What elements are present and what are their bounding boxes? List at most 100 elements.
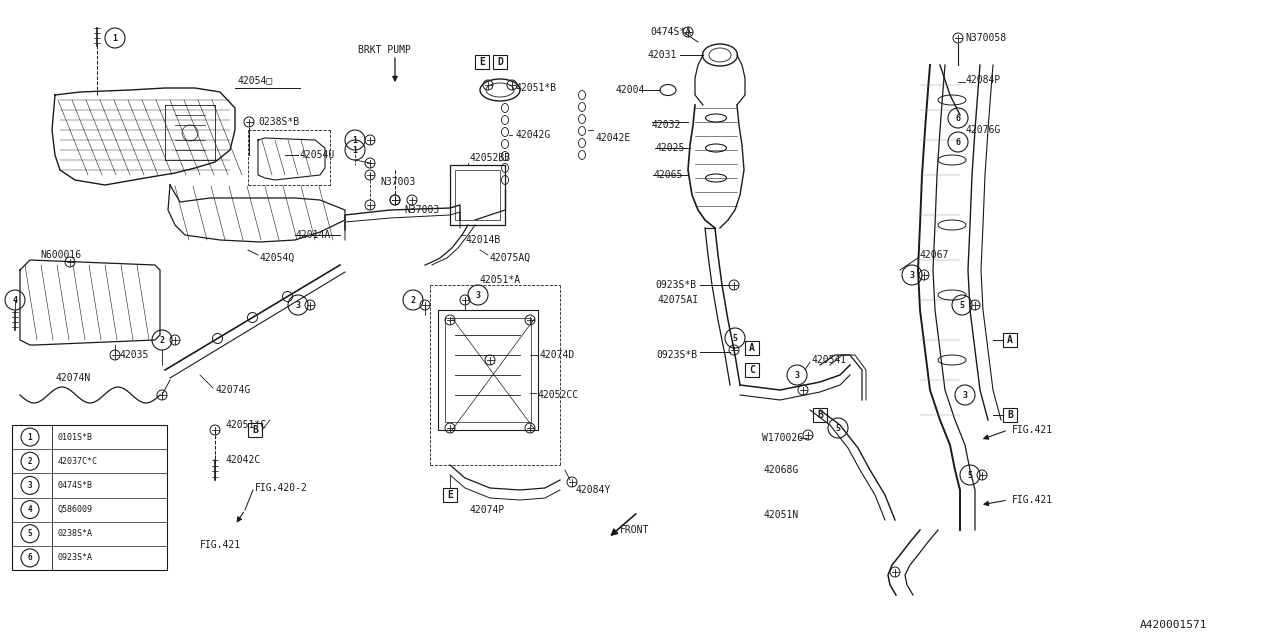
- Text: BRKT PUMP: BRKT PUMP: [358, 45, 411, 55]
- Text: 42075AI: 42075AI: [657, 295, 698, 305]
- Text: 42074N: 42074N: [55, 373, 91, 383]
- Text: 5: 5: [28, 529, 32, 538]
- Text: 5: 5: [960, 301, 965, 310]
- Text: 42054Q: 42054Q: [260, 253, 296, 263]
- Text: 42052BB: 42052BB: [470, 153, 511, 163]
- Text: C: C: [749, 365, 755, 375]
- Text: 2: 2: [411, 296, 416, 305]
- Text: 42052CC: 42052CC: [538, 390, 579, 400]
- Text: 5: 5: [732, 333, 737, 342]
- Text: 0923S*B: 0923S*B: [655, 280, 696, 290]
- Text: 42042E: 42042E: [595, 133, 630, 143]
- Text: FRONT: FRONT: [620, 525, 649, 535]
- Text: 42065: 42065: [653, 170, 682, 180]
- Text: 1: 1: [113, 33, 118, 42]
- Text: E: E: [447, 490, 453, 500]
- Text: 42014B: 42014B: [465, 235, 500, 245]
- Text: E: E: [479, 57, 485, 67]
- Text: 42042C: 42042C: [225, 455, 260, 465]
- Bar: [1004, 333, 1018, 347]
- Text: 42025: 42025: [655, 143, 685, 153]
- Text: 3: 3: [296, 301, 301, 310]
- Bar: [445, 318, 531, 422]
- Text: 0923S*A: 0923S*A: [58, 554, 93, 563]
- Text: 42054I: 42054I: [812, 355, 847, 365]
- Text: FIG.421: FIG.421: [1012, 495, 1053, 505]
- Text: A: A: [749, 343, 755, 353]
- Text: B: B: [252, 425, 259, 435]
- Text: B: B: [1007, 410, 1012, 420]
- Bar: [443, 488, 457, 502]
- Text: 4: 4: [13, 296, 18, 305]
- Text: W170026: W170026: [762, 433, 803, 443]
- Text: 42051*C: 42051*C: [225, 420, 266, 430]
- Text: 5: 5: [968, 470, 973, 479]
- Text: Q586009: Q586009: [58, 505, 93, 514]
- Text: FIG.421: FIG.421: [200, 540, 241, 550]
- Text: 42075AQ: 42075AQ: [490, 253, 531, 263]
- Bar: [438, 310, 538, 430]
- Text: 42051N: 42051N: [764, 510, 799, 520]
- Text: 6: 6: [28, 554, 32, 563]
- Text: 42054□: 42054□: [238, 75, 273, 85]
- Bar: [454, 170, 500, 220]
- Text: 3: 3: [475, 291, 480, 300]
- Text: A420001571: A420001571: [1140, 620, 1207, 630]
- Text: 42067: 42067: [920, 250, 950, 260]
- Text: FIG.421: FIG.421: [1012, 425, 1053, 435]
- Text: 2: 2: [160, 335, 165, 344]
- Text: N600016: N600016: [40, 250, 81, 260]
- Text: 0474S*B: 0474S*B: [58, 481, 93, 490]
- Text: N37003: N37003: [404, 205, 439, 215]
- Text: 42068G: 42068G: [764, 465, 799, 475]
- Text: 1: 1: [352, 145, 357, 154]
- Text: 42014A: 42014A: [294, 230, 330, 240]
- Text: 3: 3: [910, 271, 914, 280]
- Text: 42084Y: 42084Y: [575, 485, 611, 495]
- Text: 42054U: 42054U: [300, 150, 335, 160]
- Text: 5: 5: [836, 424, 841, 433]
- Text: B: B: [817, 410, 823, 420]
- Text: 1: 1: [28, 433, 32, 442]
- Bar: [475, 55, 489, 69]
- Bar: [813, 408, 827, 422]
- Bar: [1004, 408, 1018, 422]
- Text: A: A: [1007, 335, 1012, 345]
- Text: 42031: 42031: [648, 50, 677, 60]
- Text: FIG.420-2: FIG.420-2: [255, 483, 308, 493]
- Text: 42032: 42032: [652, 120, 681, 130]
- Bar: [745, 341, 759, 355]
- Text: 3: 3: [795, 371, 800, 380]
- Text: 42074G: 42074G: [215, 385, 251, 395]
- Text: N370058: N370058: [965, 33, 1006, 43]
- Bar: [451, 165, 506, 225]
- Text: 42035: 42035: [120, 350, 150, 360]
- Text: 42051*B: 42051*B: [515, 83, 556, 93]
- Text: 42042G: 42042G: [515, 130, 550, 140]
- Text: 6: 6: [955, 138, 960, 147]
- Text: 0238S*A: 0238S*A: [58, 529, 93, 538]
- Bar: [248, 423, 262, 437]
- Text: 42037C*C: 42037C*C: [58, 457, 99, 466]
- Text: 4: 4: [28, 505, 32, 514]
- Text: 2: 2: [28, 457, 32, 466]
- Text: 3: 3: [963, 390, 968, 399]
- Text: D: D: [497, 57, 503, 67]
- Text: 0238S*B: 0238S*B: [259, 117, 300, 127]
- Text: N37003: N37003: [380, 177, 415, 187]
- Text: 6: 6: [955, 113, 960, 122]
- Bar: [12, 425, 166, 570]
- Text: 1: 1: [352, 136, 357, 145]
- Text: 42074P: 42074P: [470, 505, 506, 515]
- Text: 0923S*B: 0923S*B: [657, 350, 698, 360]
- Text: 42051*A: 42051*A: [480, 275, 521, 285]
- Text: 42004: 42004: [614, 85, 644, 95]
- Text: 42076G: 42076G: [965, 125, 1000, 135]
- Bar: [493, 55, 507, 69]
- Text: 42074D: 42074D: [540, 350, 575, 360]
- Text: 0101S*B: 0101S*B: [58, 433, 93, 442]
- Text: 3: 3: [28, 481, 32, 490]
- Bar: [745, 363, 759, 377]
- Text: 0474S*A: 0474S*A: [650, 27, 691, 37]
- Text: 42084P: 42084P: [965, 75, 1000, 85]
